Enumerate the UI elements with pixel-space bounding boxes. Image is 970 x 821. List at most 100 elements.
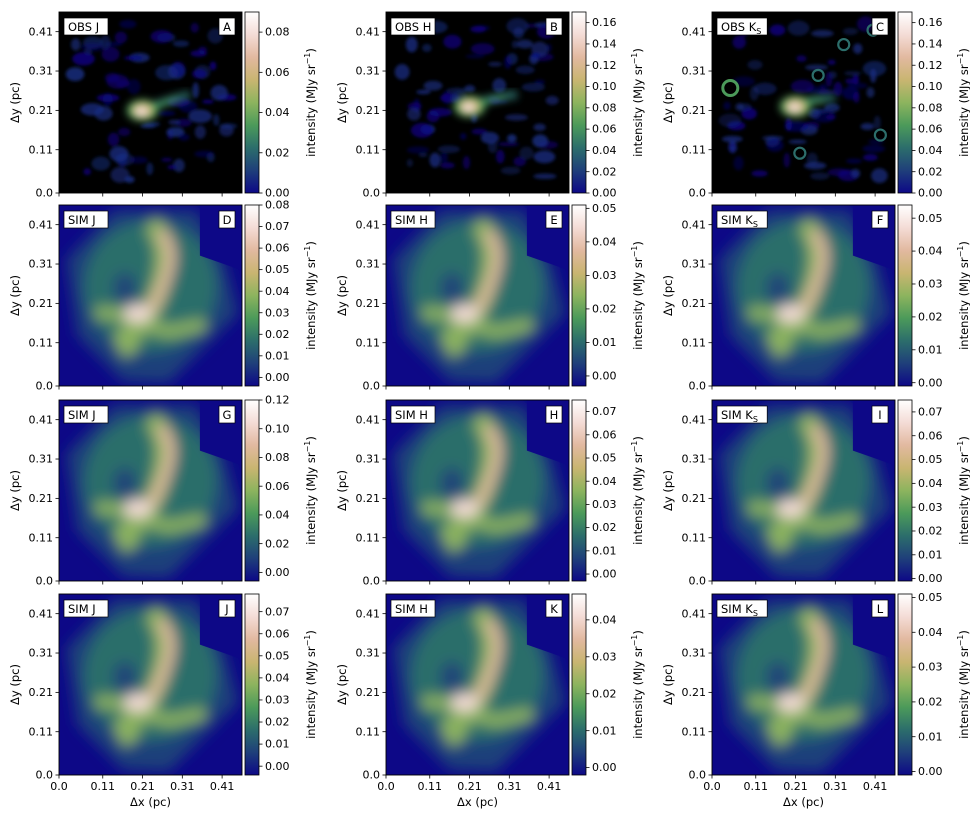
panel-k: 0.0 0.11 0.21 0.31 0.41 0.0 0.11 0.21 0.31 0.41 Δy…: [335, 593, 645, 809]
emission-core: [135, 107, 148, 116]
heatmap-image: [386, 205, 569, 386]
noise-blob: [811, 29, 834, 37]
emission-field: [66, 210, 239, 383]
y-tick-label: 0.31: [682, 647, 707, 660]
noise-blob: [129, 156, 148, 164]
y-axis-label: Δy (pc): [8, 664, 22, 705]
panel-g: 0.0 0.11 0.21 0.31 0.41 Δy (pc) SIM J G 0.00 0.02…: [8, 394, 318, 588]
noise-blob: [150, 30, 173, 43]
y-tick-label: 0.41: [29, 607, 54, 620]
noise-blob: [827, 59, 836, 65]
emission-core: [462, 103, 475, 112]
bright-knot: [450, 499, 479, 518]
y-tick-label: 0.21: [29, 297, 54, 310]
colorbar-tick-label: 0.05: [265, 263, 290, 276]
bright-ridge: [473, 228, 503, 313]
axes-frame: [385, 204, 570, 387]
noise-blob: [862, 60, 887, 77]
colorbar-gradient: [244, 11, 260, 194]
y-tick-label: 0.41: [682, 607, 707, 620]
noise-blob: [846, 158, 862, 164]
colorbar-tick-label: 0.08: [265, 451, 290, 464]
noise-blob: [418, 152, 428, 158]
noise-blob: [488, 61, 503, 67]
colorbar-tick-label: 0.12: [918, 59, 943, 72]
y-tick-label: 0.41: [356, 25, 381, 38]
y-tick-label: 0.41: [29, 25, 54, 38]
band-label-box: SIM KS: [716, 405, 768, 424]
y-tick-label: 0.31: [29, 647, 54, 660]
axes-frame: [58, 11, 243, 194]
heatmap-image: [712, 12, 895, 193]
y-tick-label: 0.11: [356, 143, 381, 156]
axes-frame: [711, 11, 896, 194]
y-axis-label: Δy (pc): [335, 275, 349, 316]
colorbar-gradient: [897, 11, 913, 194]
colorbar-tick-label: 0.01: [265, 349, 290, 362]
colorbar: 0.00 0.02 0.04 0.06 0.08 0.10 0.12 0.14 0.16 inte…: [897, 11, 970, 200]
colorbar-tick-label: 0.00: [592, 568, 617, 581]
cavity: [112, 272, 137, 305]
panel-letter-box: C: [871, 17, 889, 36]
colorbar: 0.00 0.02 0.04 0.06 0.08 0.10 0.12 intensity (M…: [244, 394, 318, 582]
x-axis-label: Δx (pc): [130, 795, 171, 809]
noise-blob: [114, 153, 135, 166]
y-tick-label: 0.0: [36, 769, 54, 782]
heatmap-image: [386, 400, 569, 581]
noise-blob: [862, 144, 886, 153]
colorbar-tick-label: 0.04: [265, 106, 290, 119]
colorbar: 0.00 0.01 0.02 0.03 0.04 0.05 0.06 0.07 intensit…: [571, 399, 645, 582]
cavity-right: [833, 681, 866, 706]
y-tick-label: 0.31: [356, 647, 381, 660]
axes-frame: [58, 593, 243, 776]
panel-e: 0.0 0.11 0.21 0.31 0.41 Δy (pc) SIM H E 0.00 0.01…: [335, 202, 645, 393]
colorbar-tick-label: 0.03: [265, 306, 290, 319]
emission-field: [719, 599, 892, 772]
colorbar-tick-label: 0.06: [592, 123, 617, 136]
y-tick-label: 0.11: [682, 531, 707, 544]
colorbar-tick-label: 0.14: [918, 38, 943, 51]
emission-field: [393, 599, 566, 772]
noise-blob: [863, 154, 878, 161]
noise-blob: [511, 40, 519, 49]
noise-blob: [732, 35, 747, 49]
band-label-box: OBS J: [63, 17, 109, 36]
colorbar: 0.00 0.02 0.04 0.06 0.08 intensity (MJy sr−1): [244, 11, 318, 200]
y-tick-label: 0.21: [682, 297, 707, 310]
noise-blob: [83, 168, 91, 176]
star-ring: [811, 68, 825, 82]
colorbar-tick-label: 0.00: [592, 187, 617, 200]
noise-blob: [426, 110, 440, 123]
noise-blob: [423, 80, 443, 91]
noise-blob: [188, 109, 212, 124]
noise-blob: [219, 123, 238, 129]
bright-ridge: [799, 423, 829, 508]
cavity-right: [507, 681, 540, 706]
axes-frame: [385, 399, 570, 582]
y-tick-label: 0.31: [356, 258, 381, 271]
colorbar-tick-label: 0.06: [265, 242, 290, 255]
colorbar-tick-label: 0.03: [592, 269, 617, 282]
colorbar: 0.00 0.01 0.02 0.03 0.04 0.05 0.06 0.07 0.08 inte…: [244, 199, 318, 387]
colorbar-gradient: [571, 399, 587, 582]
x-axis-label: Δx (pc): [783, 795, 824, 809]
colorbar-tick-label: 0.06: [592, 428, 617, 441]
emission-field: [719, 210, 892, 383]
colorbar-label: intensity (MJy sr−1): [303, 436, 318, 545]
colorbar-tick-label: 0.02: [265, 716, 290, 729]
y-tick-label: 0.41: [356, 607, 381, 620]
colorbar-label: intensity (MJy sr−1): [630, 241, 645, 350]
cavity-right: [833, 292, 866, 317]
noise-blob: [407, 107, 421, 121]
colorbar-tick-label: 0.01: [918, 548, 943, 561]
noise-blob: [443, 34, 462, 49]
colorbar-tick-label: 0.00: [265, 760, 290, 773]
x-tick-label: 0.31: [170, 780, 195, 793]
colorbar-label: intensity (MJy sr−1): [956, 630, 970, 739]
y-tick-label: 0.31: [682, 65, 707, 78]
noise-field: [65, 19, 238, 183]
y-tick-label: 0.11: [29, 531, 54, 544]
colorbar-tick-label: 0.02: [592, 165, 617, 178]
noise-blob: [194, 150, 215, 158]
colorbar-label: intensity (MJy sr−1): [956, 436, 970, 545]
